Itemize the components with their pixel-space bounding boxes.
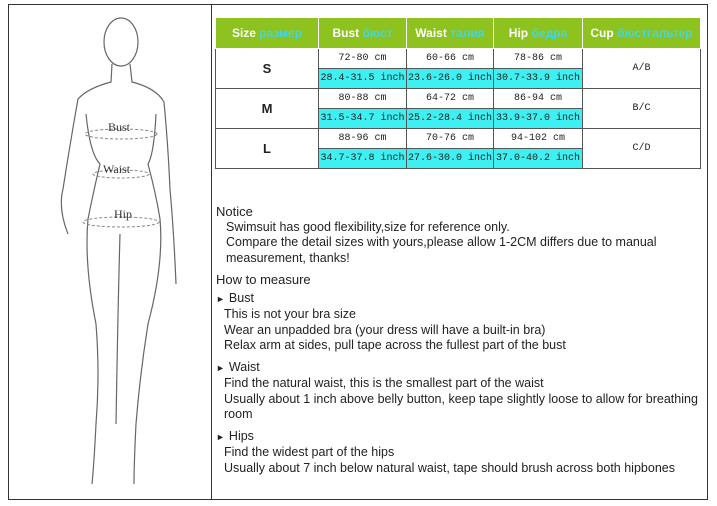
header-ru: бюст (362, 26, 393, 40)
notice-line: Compare the detail sizes with yours,plea… (226, 235, 657, 249)
section-title: Waist (228, 359, 260, 374)
hip-inch-cell: 37.0-40.2 inch (493, 148, 583, 169)
triangle-bullet-icon: ► (216, 293, 225, 304)
body-figure-panel: Bust Waist Hip (8, 4, 212, 500)
hip-inch-cell: 33.9-37.0 inch (493, 108, 583, 129)
header-en: Hip (508, 26, 529, 40)
triangle-bullet-icon: ► (216, 431, 225, 442)
hip-cm-cell: 94-102 cm (493, 128, 583, 149)
header-ru: бедра (531, 26, 568, 40)
table-header-row: Size размер Bust бюст Waist талия Hip бе… (215, 17, 701, 49)
table-row: L 88-96 cm 70-76 cm 94-102 cm C/D (215, 128, 701, 169)
triangle-bullet-icon: ► (216, 362, 225, 373)
bust-cm-cell: 80-88 cm (318, 88, 407, 109)
header-ru: размер (259, 26, 303, 40)
section-line: This is not your bra size (224, 307, 356, 321)
figure-label-waist: Waist (103, 162, 131, 176)
table-row: S 72-80 cm 60-66 cm 78-86 cm A/B (215, 48, 701, 89)
section-title: Hips (228, 428, 254, 443)
cup-cell: A/B (582, 48, 701, 89)
section-bust: ► Bust (216, 291, 717, 308)
section-line: Usually about 1 inch above belly button,… (224, 391, 698, 422)
header-en: Size (231, 26, 256, 40)
cup-cell: B/C (582, 88, 701, 129)
size-chart-table: Size размер Bust бюст Waist талия Hip бе… (215, 17, 701, 169)
section-line: Relax arm at sides, pull tape across the… (224, 338, 566, 352)
header-size: Size размер (215, 17, 319, 49)
notice-title: Notice (216, 204, 253, 219)
size-cell: L (215, 128, 319, 169)
header-en: Cup (590, 26, 614, 40)
waist-inch-cell: 23.6-26.0 inch (406, 68, 494, 89)
table-row: 34.7-37.8 inch 27.6-30.0 inch 37.0-40.2 … (216, 148, 701, 169)
how-to-title: How to measure (216, 272, 311, 287)
hip-cm-cell: 86-94 cm (493, 88, 583, 109)
header-ru: бюстгальтер (617, 26, 693, 40)
section-hips: ► Hips (216, 429, 717, 446)
header-waist: Waist талия (406, 17, 494, 49)
header-en: Bust (332, 26, 360, 40)
size-cell: S (215, 48, 319, 89)
section-line: Find the widest part of the hips (224, 445, 395, 459)
header-cup: Cup бюстгальтер (582, 17, 701, 49)
section-line: Wear an unpadded bra (your dress will ha… (224, 322, 546, 337)
hip-cm-cell: 78-86 cm (493, 48, 583, 69)
section-title: Bust (228, 290, 254, 305)
waist-cm-cell: 64-72 cm (406, 88, 494, 109)
section-waist: ► Waist (216, 360, 717, 377)
figure-label-hip: Hip (114, 207, 132, 221)
cup-cell: C/D (582, 128, 701, 169)
header-ru: талия (450, 26, 485, 40)
section-line: Usually about 7 inch below natural waist… (224, 460, 675, 475)
table-row: M 80-88 cm 64-72 cm 86-94 cm B/C (215, 88, 701, 129)
header-en: Waist (415, 26, 447, 40)
bust-inch-cell: 31.5-34.7 inch (318, 108, 407, 129)
notice-line: measurement, thanks! (226, 250, 350, 265)
header-hip: Hip бедра (493, 17, 583, 49)
measurement-instructions: Notice Swimsuit has good flexibility,siz… (216, 204, 717, 476)
section-line: Find the natural waist, this is the smal… (224, 376, 544, 390)
waist-inch-cell: 25.2-28.4 inch (406, 108, 494, 129)
bust-inch-cell: 28.4-31.5 inch (318, 68, 407, 89)
bust-inch-cell: 34.7-37.8 inch (318, 148, 407, 169)
body-silhouette-illustration (60, 17, 177, 485)
bust-cm-cell: 72-80 cm (318, 48, 407, 69)
page-frame (8, 4, 708, 500)
bust-cm-cell: 88-96 cm (318, 128, 407, 149)
hip-inch-cell: 30.7-33.9 inch (493, 68, 583, 89)
header-bust: Bust бюст (318, 17, 407, 49)
table-row: 28.4-31.5 inch 23.6-26.0 inch 30.7-33.9 … (216, 68, 701, 89)
size-cell: M (215, 88, 319, 129)
waist-cm-cell: 60-66 cm (406, 48, 494, 69)
waist-cm-cell: 70-76 cm (406, 128, 494, 149)
notice-line: Swimsuit has good flexibility,size for r… (226, 219, 510, 234)
table-row: 31.5-34.7 inch 25.2-28.4 inch 33.9-37.0 … (216, 108, 701, 129)
figure-label-bust: Bust (108, 120, 131, 134)
waist-inch-cell: 27.6-30.0 inch (406, 148, 494, 169)
